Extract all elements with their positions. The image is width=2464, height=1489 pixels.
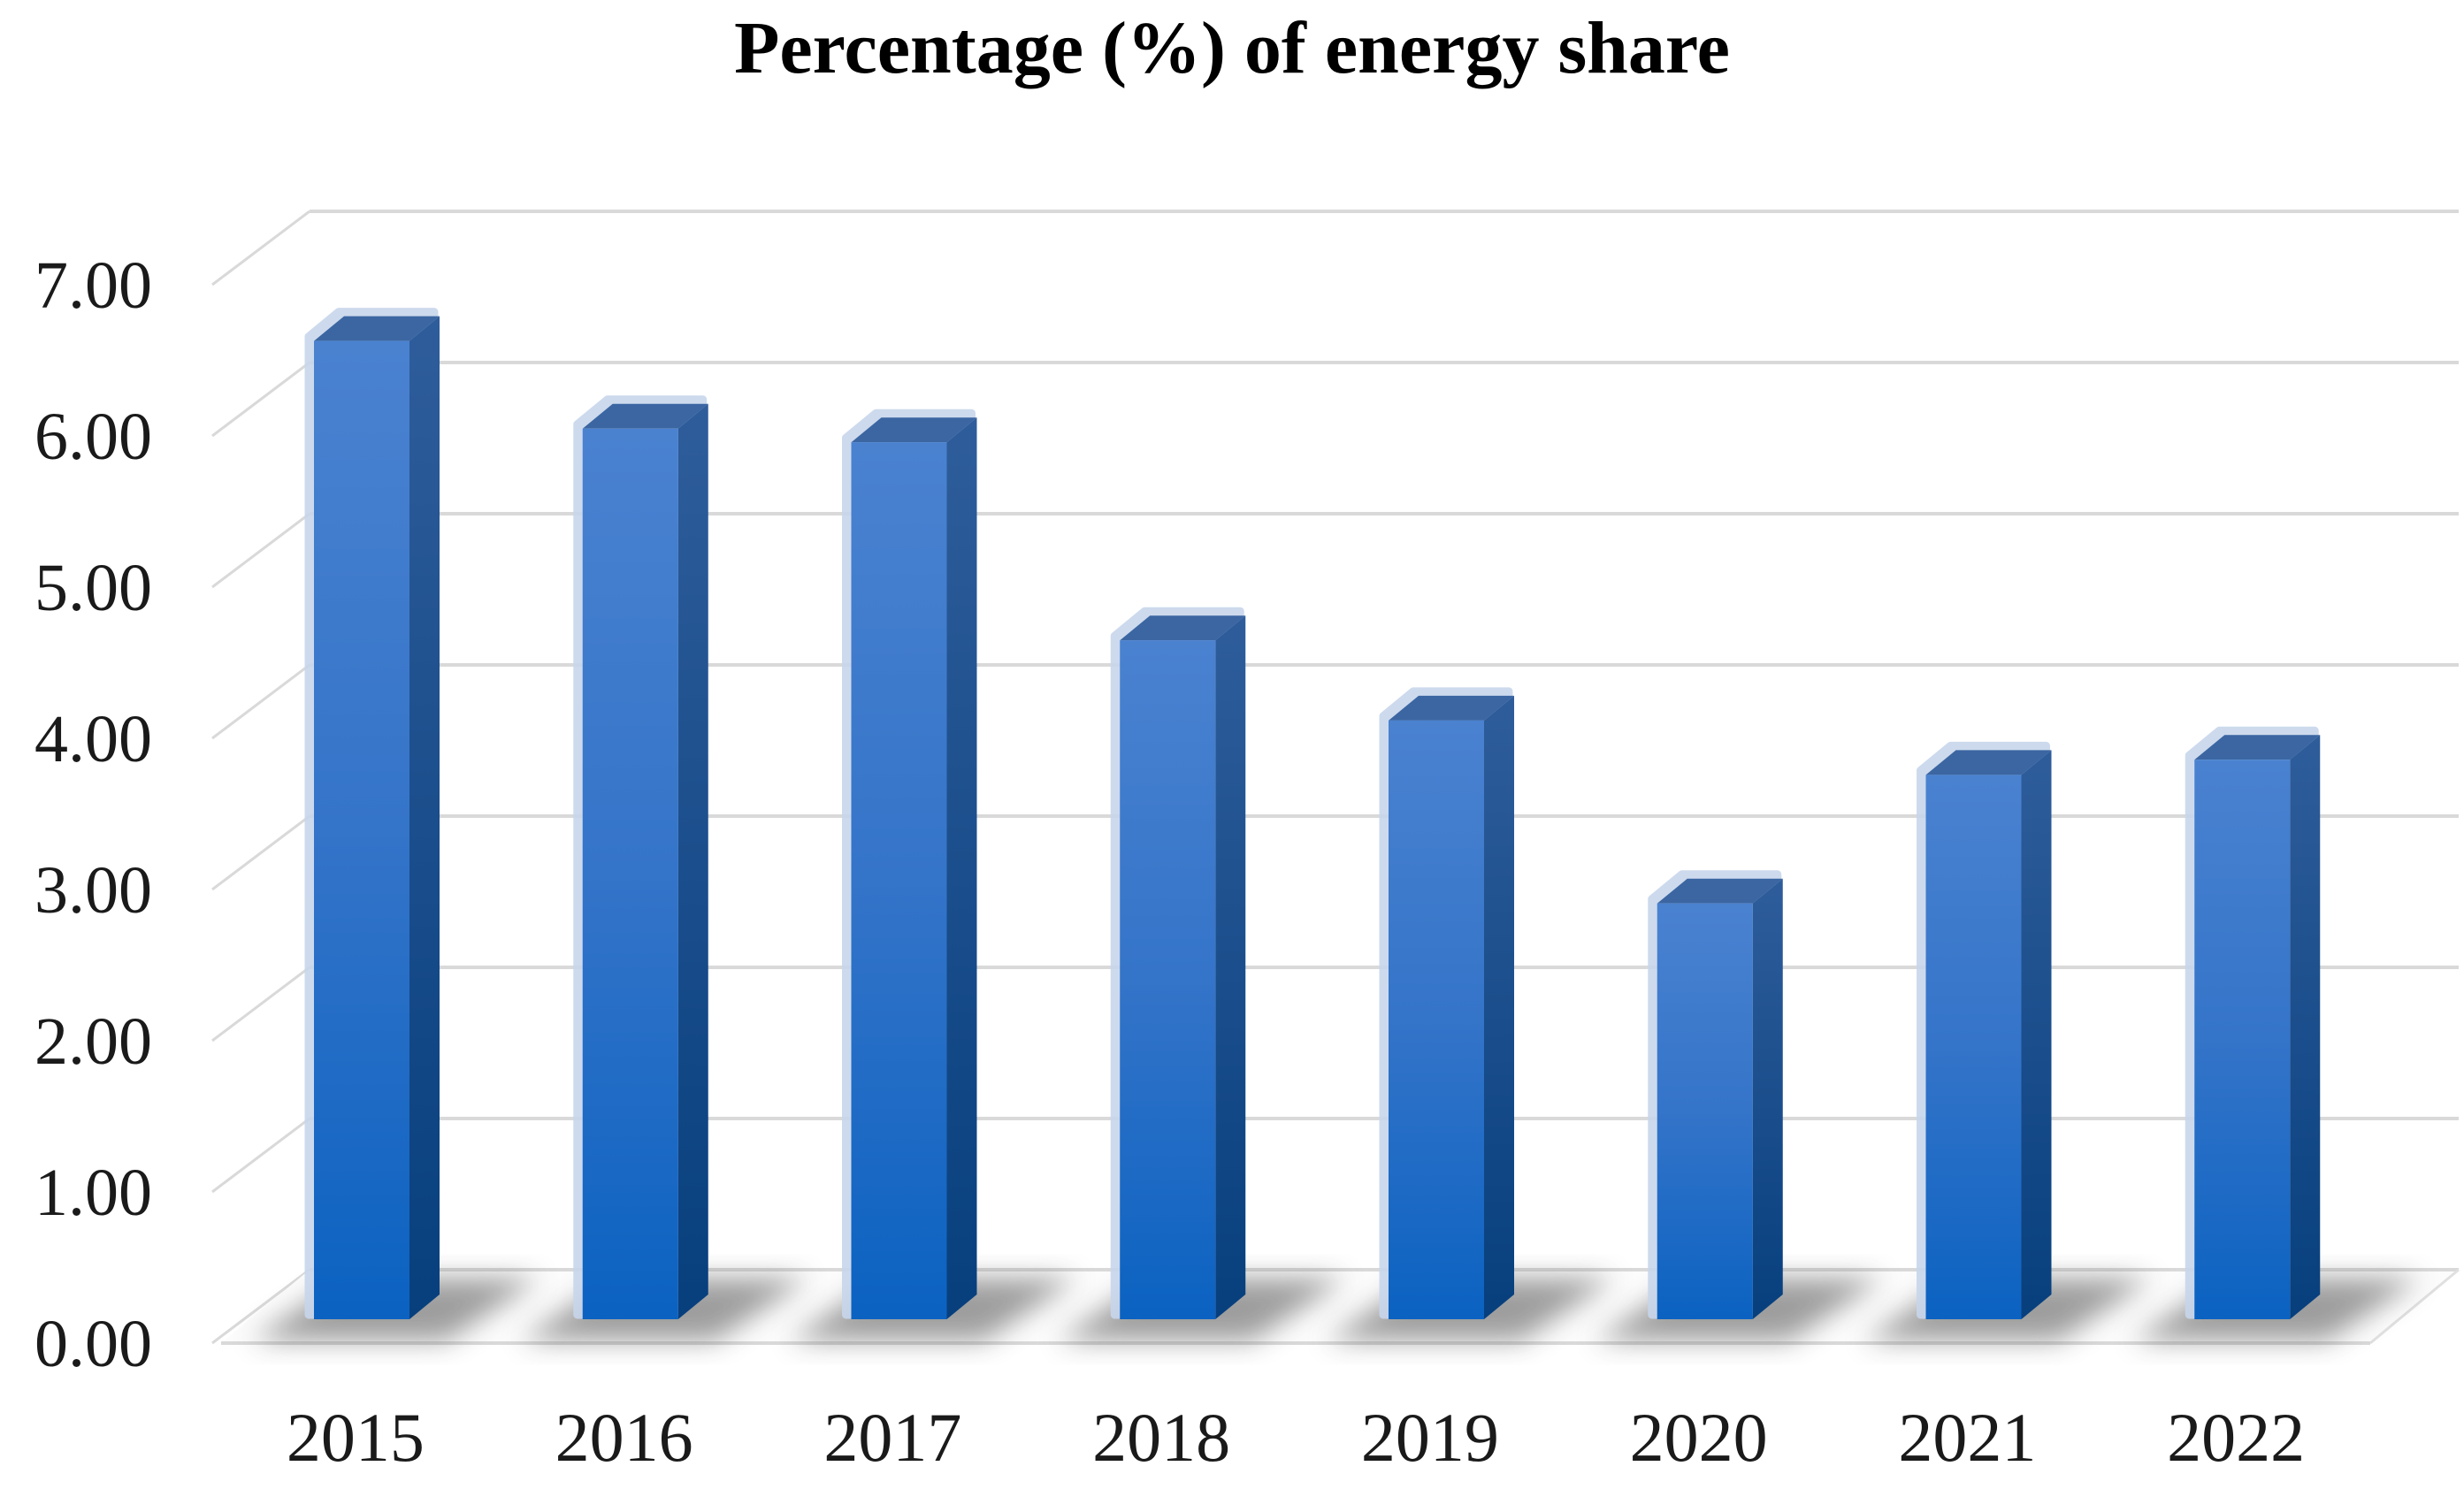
x-axis-category-label: 2015 — [287, 1399, 425, 1476]
bar-2017 — [842, 409, 977, 1319]
bar-side-face — [409, 316, 440, 1319]
bar-top-face — [851, 417, 977, 443]
depth-tick — [211, 663, 310, 740]
y-axis-tick-label: 1.00 — [34, 1156, 152, 1230]
bar-top-face — [1120, 615, 1246, 641]
bar-front-face — [1657, 903, 1753, 1319]
bar-front-face — [1120, 640, 1216, 1319]
bar-top-face — [582, 403, 708, 429]
y-axis-tick-label: 7.00 — [34, 248, 152, 323]
y-axis-tick-label: 0.00 — [34, 1307, 152, 1381]
bar-side-face — [1215, 615, 1246, 1319]
bar-side-face — [1484, 695, 1514, 1319]
bar-2021 — [1917, 741, 2052, 1319]
bar-side-face — [677, 403, 708, 1319]
bar-2015 — [304, 308, 440, 1319]
bar-2016 — [573, 395, 708, 1319]
depth-tick — [211, 361, 310, 438]
bar-2019 — [1379, 687, 1514, 1319]
bar-side-face — [2021, 750, 2052, 1319]
floor-right-edge — [2369, 1268, 2460, 1345]
chart-title: Percentage (%) of energy share — [734, 7, 1730, 89]
depth-tick — [211, 210, 310, 286]
x-axis-category-label: 2018 — [1092, 1399, 1230, 1476]
bar-top-face — [314, 316, 440, 341]
bar-2018 — [1110, 607, 1246, 1319]
bar-front-face — [1389, 720, 1484, 1319]
x-axis-category-label: 2020 — [1630, 1399, 1768, 1476]
bar-top-face — [2194, 735, 2321, 760]
depth-tick — [211, 1117, 310, 1194]
x-axis-category-label: 2022 — [2167, 1399, 2305, 1476]
y-axis-tick-label: 2.00 — [34, 1004, 152, 1079]
bar-top-face — [1389, 695, 1514, 721]
bar-front-face — [314, 340, 409, 1319]
bar-front-face — [851, 442, 947, 1319]
y-axis-tick-label: 5.00 — [34, 551, 152, 625]
y-axis-tick-label: 6.00 — [34, 400, 152, 474]
bar-front-face — [582, 428, 678, 1319]
bar-top-face — [1657, 878, 1783, 904]
x-axis-category-label: 2016 — [555, 1399, 693, 1476]
bar-side-face — [2290, 735, 2321, 1319]
depth-tick — [211, 512, 310, 589]
bar-front-face — [1925, 775, 2022, 1319]
depth-tick — [211, 814, 310, 891]
x-axis-category-label: 2019 — [1361, 1399, 1499, 1476]
x-axis-category-label: 2021 — [1898, 1399, 2036, 1476]
x-axis-category-label: 2017 — [823, 1399, 961, 1476]
depth-tick — [211, 1268, 310, 1345]
bar-side-face — [946, 417, 977, 1319]
y-axis-tick-label: 4.00 — [34, 702, 152, 776]
bar-front-face — [2194, 760, 2291, 1319]
bar-2022 — [2185, 726, 2321, 1319]
depth-tick — [211, 966, 310, 1042]
bar-top-face — [1925, 750, 2052, 775]
bar-2020 — [1648, 870, 1783, 1319]
y-axis-tick-label: 3.00 — [34, 853, 152, 928]
bar-side-face — [1752, 878, 1783, 1319]
